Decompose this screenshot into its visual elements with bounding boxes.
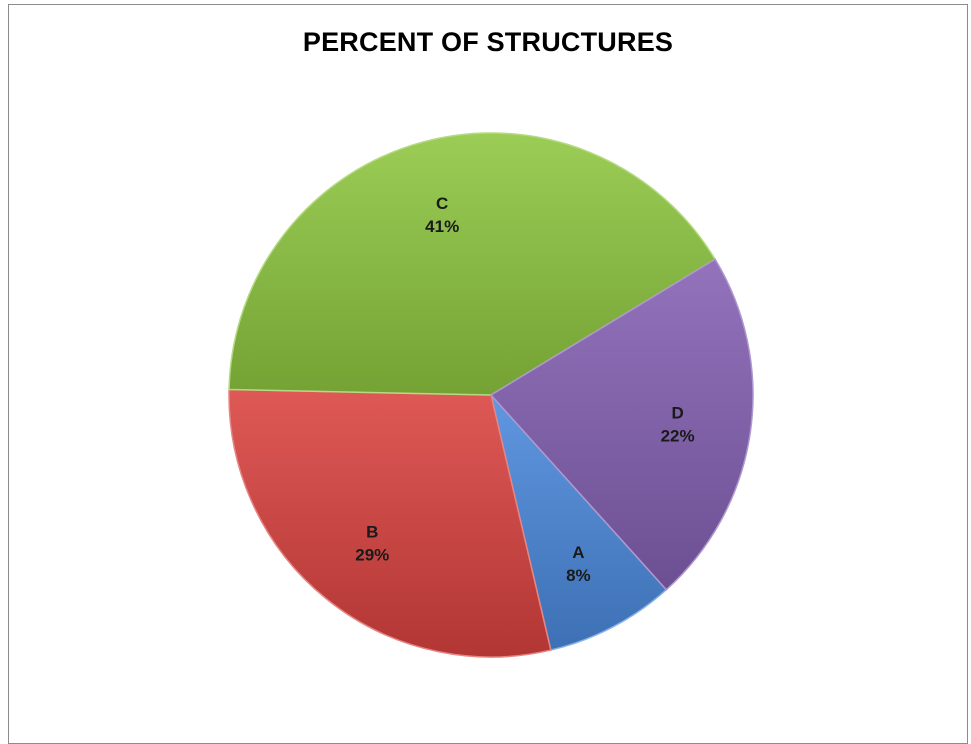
pie-slices <box>228 132 754 658</box>
pie-chart: A 8% B 29% C 41% D 22% <box>228 132 754 658</box>
chart-title: PERCENT OF STRUCTURES <box>302 27 674 57</box>
pie-slice-b <box>228 388 552 658</box>
pie-slice-a <box>490 394 668 651</box>
slice-percent-a: 8% <box>566 566 591 585</box>
slice-percent-d: 22% <box>661 427 695 446</box>
slice-label-b: B <box>366 523 378 542</box>
slice-label-c: C <box>436 194 448 213</box>
slice-label-a: A <box>572 543 584 562</box>
pie-data-labels: A 8% B 29% C 41% D 22% <box>355 194 694 585</box>
slice-percent-c: 41% <box>425 217 459 236</box>
slice-percent-b: 29% <box>355 546 389 565</box>
pie-slice-d <box>489 258 754 591</box>
pie-slice-c <box>228 132 717 396</box>
slice-label-d: D <box>671 404 683 423</box>
